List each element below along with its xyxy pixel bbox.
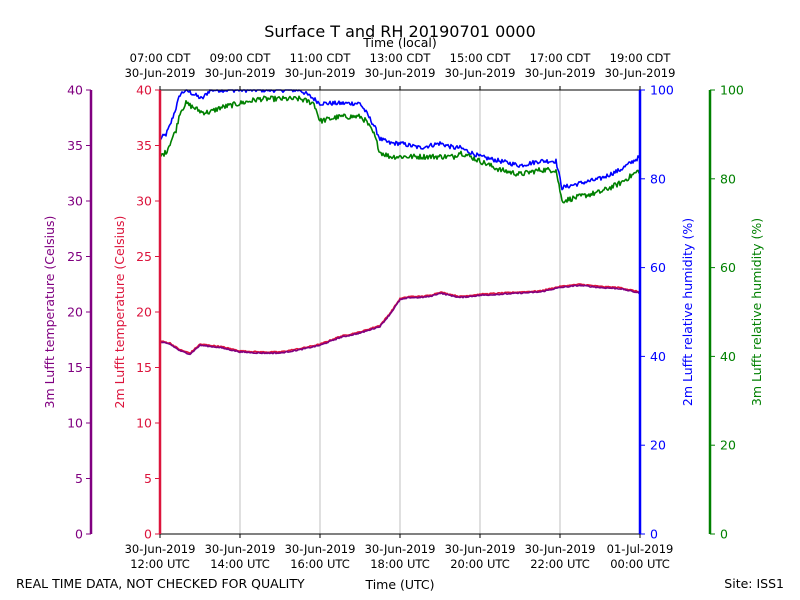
t2m-tick-label: 5 <box>144 471 152 486</box>
top-tick-time: 13:00 CDT <box>370 51 432 65</box>
x-tick-label-utc: 30-Jun-2019 14:00 UTC <box>205 542 276 571</box>
top-tick-date: 30-Jun-2019 <box>605 66 676 80</box>
x-tick-date: 30-Jun-2019 <box>365 542 436 556</box>
t2m-tick-label: 10 <box>136 416 152 431</box>
x-tick-date: 30-Jun-2019 <box>525 542 596 556</box>
top-tick-date: 30-Jun-2019 <box>445 66 516 80</box>
t3m-tick-label: 10 <box>67 416 83 431</box>
t3m-axis-title: 3m Lufft temperature (Celsius) <box>42 216 57 409</box>
t2m-tick-label: 25 <box>136 249 152 264</box>
x-tick-label-local: 07:00 CDT 30-Jun-2019 <box>125 51 196 80</box>
top-tick-time: 15:00 CDT <box>450 51 512 65</box>
t3m-tick-label: 5 <box>75 471 83 486</box>
top-tick-time: 17:00 CDT <box>530 51 592 65</box>
x-axis-label: Time (UTC) <box>364 577 434 592</box>
x-tick-date: 30-Jun-2019 <box>445 542 516 556</box>
t2m-tick-label: 15 <box>136 360 152 375</box>
t2m-axis-title: 2m Lufft temperature (Celsius) <box>112 216 127 409</box>
x-tick-label-local: 09:00 CDT 30-Jun-2019 <box>205 51 276 80</box>
rh2m-tick-label: 100 <box>650 83 674 98</box>
rh2m-axis-title: 2m Lufft relative humidity (%) <box>680 218 695 406</box>
top-tick-date: 30-Jun-2019 <box>285 66 356 80</box>
top-tick-time: 09:00 CDT <box>210 51 272 65</box>
t3m-tick-label: 15 <box>67 360 83 375</box>
quality-disclaimer: REAL TIME DATA, NOT CHECKED FOR QUALITY <box>16 576 305 591</box>
rh2m-tick-label: 60 <box>650 260 666 275</box>
x-tick-label-utc: 30-Jun-2019 16:00 UTC <box>285 542 356 571</box>
x-tick-time: 14:00 UTC <box>210 557 270 571</box>
x-tick-time: 00:00 UTC <box>610 557 670 571</box>
x-tick-label-local: 15:00 CDT 30-Jun-2019 <box>445 51 516 80</box>
x-tick-date: 01-Jul-2019 <box>607 542 674 556</box>
top-tick-time: 19:00 CDT <box>610 51 672 65</box>
t3m-tick-label: 40 <box>67 83 83 98</box>
grid-lines <box>239 90 561 534</box>
rh3m-tick-label: 0 <box>720 527 728 542</box>
x-tick-time: 20:00 UTC <box>450 557 510 571</box>
x-tick-date: 30-Jun-2019 <box>205 542 276 556</box>
x-tick-label-utc: 30-Jun-2019 22:00 UTC <box>525 542 596 571</box>
top-tick-date: 30-Jun-2019 <box>125 66 196 80</box>
x-tick-label-utc: 01-Jul-2019 00:00 UTC <box>607 542 674 571</box>
rh3m-axis-title: 3m Lufft relative humidity (%) <box>749 218 764 406</box>
x-tick-time: 12:00 UTC <box>130 557 190 571</box>
x-tick-label-utc: 30-Jun-2019 12:00 UTC <box>125 542 196 571</box>
site-label: Site: ISS1 <box>724 576 784 591</box>
t3m-tick-label: 30 <box>67 194 83 209</box>
series-line-rh3m <box>159 95 641 204</box>
rh3m-tick-label: 60 <box>720 260 736 275</box>
x-tick-label-local: 11:00 CDT 30-Jun-2019 <box>285 51 356 80</box>
top-axis-label: Time (local) <box>362 35 436 50</box>
x-tick-time: 18:00 UTC <box>370 557 430 571</box>
x-tick-time: 22:00 UTC <box>530 557 590 571</box>
rh2m-tick-label: 20 <box>650 438 666 453</box>
x-tick-time: 16:00 UTC <box>290 557 350 571</box>
chart-title: Surface T and RH 20190701 0000 <box>264 22 536 41</box>
top-tick-date: 30-Jun-2019 <box>365 66 436 80</box>
rh3m-tick-label: 80 <box>720 171 736 186</box>
top-tick-time: 07:00 CDT <box>130 51 192 65</box>
top-tick-date: 30-Jun-2019 <box>525 66 596 80</box>
series-line-t2m <box>159 283 641 354</box>
x-tick-label-utc: 30-Jun-2019 18:00 UTC <box>365 542 436 571</box>
rh2m-tick-label: 40 <box>650 349 666 364</box>
x-tick-label-local: 13:00 CDT 30-Jun-2019 <box>365 51 436 80</box>
x-tick-date: 30-Jun-2019 <box>285 542 356 556</box>
x-tick-label-local: 19:00 CDT 30-Jun-2019 <box>605 51 676 80</box>
series-line-t3m <box>159 284 641 356</box>
t2m-tick-label: 30 <box>136 194 152 209</box>
t2m-tick-label: 20 <box>136 305 152 320</box>
rh2m-tick-label: 0 <box>650 527 658 542</box>
top-tick-time: 11:00 CDT <box>290 51 352 65</box>
t3m-tick-label: 20 <box>67 305 83 320</box>
x-tick-label-utc: 30-Jun-2019 20:00 UTC <box>445 542 516 571</box>
rh3m-tick-label: 20 <box>720 438 736 453</box>
rh3m-tick-label: 40 <box>720 349 736 364</box>
t3m-tick-label: 25 <box>67 249 83 264</box>
x-tick-date: 30-Jun-2019 <box>125 542 196 556</box>
top-tick-date: 30-Jun-2019 <box>205 66 276 80</box>
rh3m-tick-label: 100 <box>720 83 744 98</box>
t3m-tick-label: 35 <box>67 138 83 153</box>
x-tick-label-local: 17:00 CDT 30-Jun-2019 <box>525 51 596 80</box>
t3m-tick-label: 0 <box>75 527 83 542</box>
t2m-tick-label: 0 <box>144 527 152 542</box>
rh2m-tick-label: 80 <box>650 171 666 186</box>
t2m-tick-label: 35 <box>136 138 152 153</box>
t2m-tick-label: 40 <box>136 83 152 98</box>
